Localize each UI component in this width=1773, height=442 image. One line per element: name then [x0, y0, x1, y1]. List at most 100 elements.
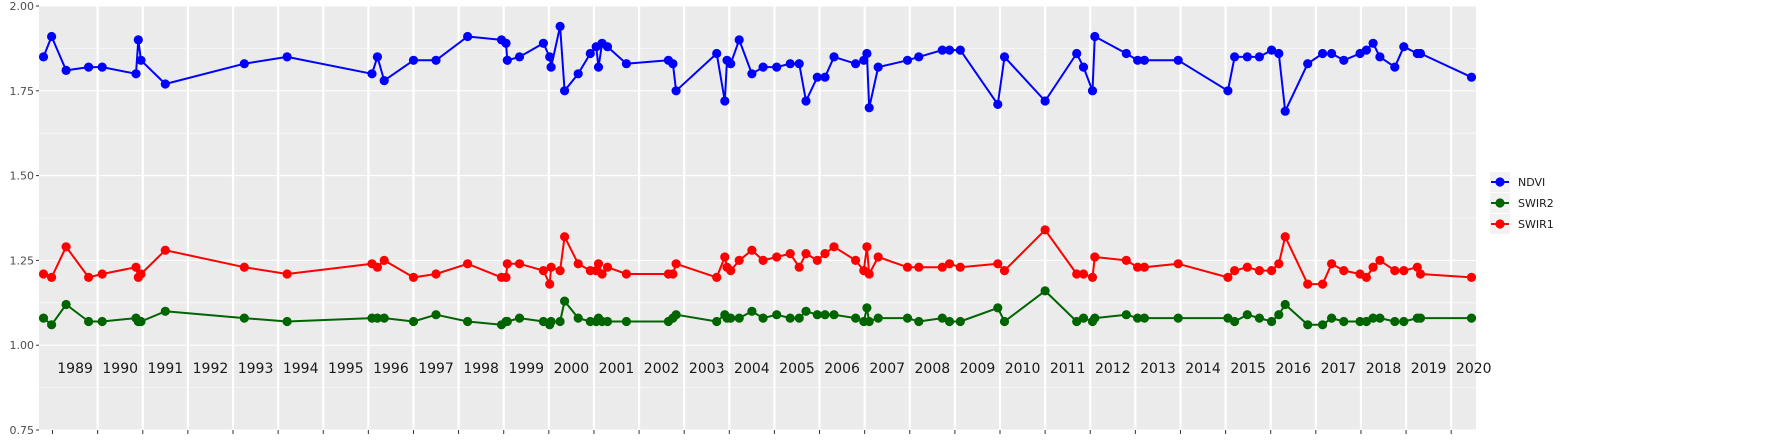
data-point-swir1	[97, 269, 107, 279]
data-point-swir1	[1254, 266, 1264, 276]
data-point-swir1	[937, 262, 947, 272]
data-point-ndvi	[720, 96, 730, 106]
data-point-ndvi	[1267, 45, 1277, 55]
data-point-ndvi	[136, 55, 146, 65]
legend-label: NDVI	[1518, 176, 1545, 189]
data-point-ndvi	[1139, 55, 1149, 65]
data-point-swir1	[1339, 266, 1349, 276]
data-point-ndvi	[794, 59, 804, 69]
data-point-swir1	[573, 259, 583, 269]
data-point-swir1	[379, 255, 389, 265]
x-tick-label: 2018	[1366, 361, 1402, 377]
data-point-swir1	[538, 266, 549, 276]
data-point-ndvi	[712, 48, 722, 59]
data-point-ndvi	[726, 59, 736, 69]
data-point-ndvi	[1466, 72, 1477, 82]
data-point-swir1	[463, 259, 473, 269]
x-tick-label: 1990	[102, 361, 138, 377]
data-point-ndvi	[585, 48, 595, 59]
data-point-swir2	[1280, 299, 1290, 310]
data-point-swir2	[1040, 286, 1050, 296]
data-point-swir2	[38, 313, 49, 323]
x-tick-label: 2004	[734, 361, 770, 377]
x-tick-label: 2011	[1050, 361, 1086, 377]
data-point-swir1	[1327, 259, 1337, 269]
data-point-swir2	[514, 313, 525, 323]
data-point-ndvi	[1361, 45, 1371, 55]
data-point-swir1	[282, 269, 292, 279]
data-point-swir1	[812, 255, 822, 265]
data-point-swir1	[1173, 259, 1183, 269]
data-point-ndvi	[1368, 38, 1378, 48]
data-point-swir1	[726, 266, 736, 276]
data-point-swir2	[379, 313, 389, 323]
y-axis: 0.75 1.00 1.25 1.50 1.75 2.00	[10, 0, 39, 437]
data-point-ndvi	[408, 55, 419, 65]
data-point-swir2	[1078, 313, 1089, 323]
data-point-swir2	[1254, 313, 1264, 323]
data-point-swir2	[560, 296, 570, 306]
data-point-ndvi	[668, 59, 678, 69]
data-point-swir2	[712, 316, 722, 327]
data-point-swir2	[1230, 316, 1240, 327]
data-point-swir2	[862, 303, 872, 313]
data-point-swir1	[955, 262, 965, 272]
x-tick-label: 2009	[960, 361, 996, 377]
data-point-swir1	[597, 269, 607, 279]
data-point-ndvi	[1274, 48, 1284, 59]
data-point-swir2	[573, 313, 583, 323]
data-point-swir1	[944, 259, 955, 269]
data-point-swir2	[864, 316, 874, 327]
data-point-swir1	[873, 252, 883, 262]
data-point-swir1	[555, 266, 565, 276]
legend-key-point	[1495, 198, 1505, 208]
data-point-swir1	[1230, 266, 1240, 276]
data-point-swir2	[1267, 316, 1277, 327]
data-point-swir2	[1173, 313, 1183, 323]
data-point-swir2	[851, 313, 861, 323]
data-point-swir1	[772, 252, 782, 262]
x-tick-label: 1996	[373, 361, 409, 377]
data-point-swir1	[862, 242, 872, 252]
data-point-ndvi	[1339, 55, 1349, 65]
data-point-swir1	[758, 255, 768, 265]
data-point-swir2	[282, 316, 292, 327]
data-point-ndvi	[1133, 55, 1143, 65]
data-point-swir2	[431, 310, 441, 320]
data-point-swir1	[160, 245, 170, 255]
data-point-swir2	[758, 313, 768, 323]
data-point-ndvi	[160, 79, 170, 89]
data-point-ndvi	[829, 52, 839, 62]
data-point-swir1	[602, 262, 613, 272]
data-point-swir1	[1415, 269, 1426, 279]
data-point-swir2	[1072, 316, 1082, 327]
data-point-swir1	[902, 262, 913, 272]
data-point-ndvi	[1399, 42, 1409, 52]
data-point-swir1	[820, 249, 830, 259]
data-point-swir1	[794, 262, 804, 272]
data-point-swir1	[734, 255, 744, 265]
data-point-swir2	[84, 316, 94, 327]
data-point-ndvi	[902, 55, 913, 65]
data-point-ndvi	[864, 103, 874, 113]
data-point-swir1	[560, 232, 570, 242]
data-point-swir2	[829, 310, 839, 320]
data-point-swir1	[914, 262, 924, 272]
data-point-swir2	[160, 306, 170, 316]
data-point-ndvi	[431, 55, 441, 65]
data-point-swir1	[593, 259, 604, 269]
data-point-ndvi	[914, 52, 924, 62]
x-tick-label: 2003	[689, 361, 725, 377]
x-tick-label: 2008	[915, 361, 951, 377]
data-point-ndvi	[555, 21, 565, 31]
x-tick-label: 2015	[1230, 361, 1266, 377]
data-point-swir1	[38, 269, 49, 279]
x-tick-label: 1997	[418, 361, 454, 377]
data-point-swir2	[408, 316, 419, 327]
data-point-swir1	[136, 269, 146, 279]
data-point-swir1	[1223, 272, 1233, 282]
data-point-ndvi	[602, 42, 613, 52]
data-point-ndvi	[1415, 48, 1426, 59]
data-point-swir1	[785, 249, 795, 259]
data-point-ndvi	[812, 72, 822, 82]
